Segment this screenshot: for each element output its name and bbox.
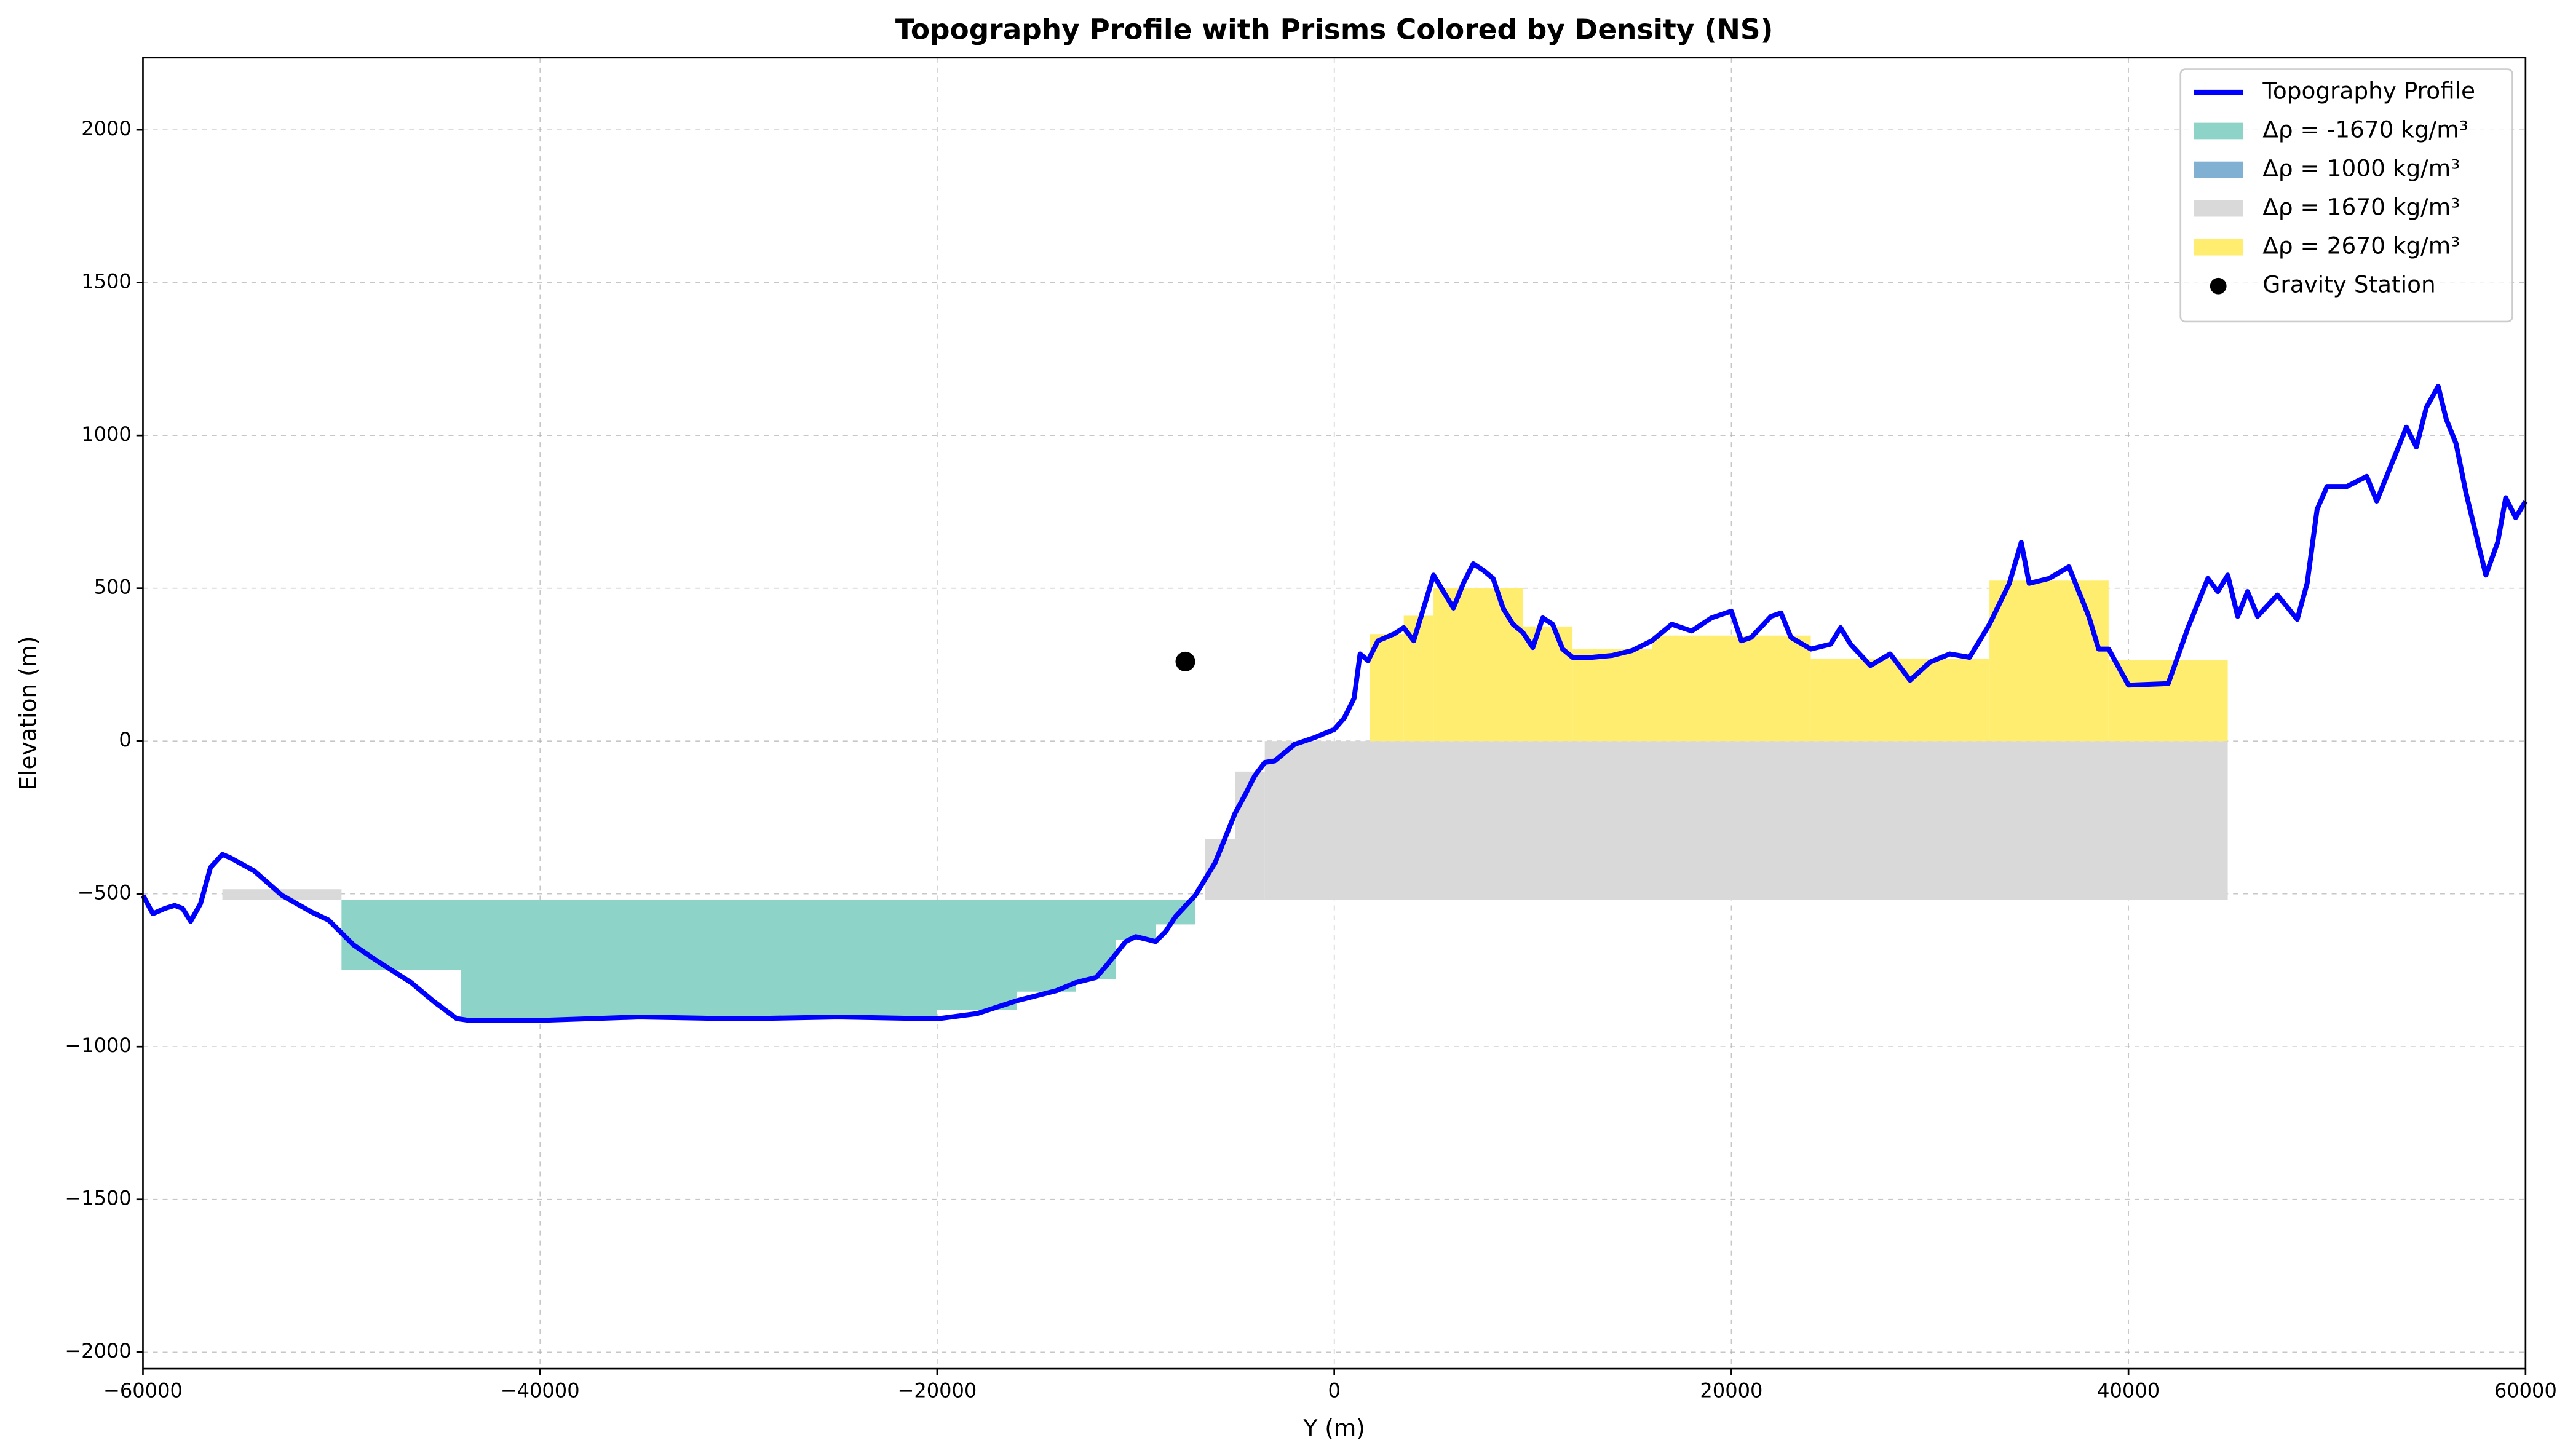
legend-label: Δρ = 2670 kg/m³ (2262, 232, 2460, 259)
y-tick-label: 1000 (81, 422, 132, 446)
x-tick-label: −20000 (898, 1379, 977, 1402)
y-axis-label: Elevation (m) (15, 636, 42, 790)
prism (1433, 588, 1523, 742)
topography-line (140, 384, 2528, 1023)
y-tick-label: 1500 (81, 270, 132, 293)
legend-patch (2194, 161, 2243, 178)
x-tick-label: 60000 (2494, 1379, 2557, 1402)
y-tick-label: −1000 (65, 1034, 131, 1057)
prism (1810, 658, 1990, 742)
prism (461, 900, 937, 1019)
legend-label: Topography Profile (2262, 77, 2475, 104)
legend-patch (2194, 122, 2243, 140)
legend-label: Δρ = -1670 kg/m³ (2262, 116, 2468, 143)
x-axis-label: Y (m) (1303, 1414, 1365, 1441)
prism (1235, 771, 1265, 900)
prism (1116, 900, 1156, 940)
x-tick-label: 20000 (1700, 1379, 1762, 1402)
y-tick-label: 0 (119, 728, 131, 751)
chart-title: Topography Profile with Prisms Colored b… (895, 14, 1773, 46)
y-tick-label: −1500 (65, 1187, 131, 1210)
x-tick-label: 40000 (2097, 1379, 2160, 1402)
prism (1076, 900, 1116, 979)
prism (1017, 900, 1076, 992)
prism (1264, 741, 2228, 900)
prism (1572, 649, 1652, 742)
legend-label: Δρ = 1670 kg/m³ (2262, 194, 2460, 221)
legend-box (2179, 68, 2513, 323)
legend-patch (2194, 200, 2243, 217)
prism (937, 900, 1017, 1010)
legend-patch (2194, 239, 2243, 256)
x-tick-label: −60000 (103, 1379, 183, 1402)
prism (341, 900, 461, 970)
prism (1652, 635, 1811, 742)
prism (1989, 580, 2109, 742)
legend-dot (2210, 277, 2227, 295)
x-tick-label: 0 (1328, 1379, 1340, 1402)
prism (1370, 634, 1404, 742)
legend-label: Δρ = 1000 kg/m³ (2262, 155, 2460, 182)
gravity-station (1175, 651, 1195, 671)
legend-label: Gravity Station (2262, 271, 2435, 298)
legend: Topography Profile Δρ = -1670 kg/m³ Δρ = 1… (2179, 68, 2513, 323)
y-tick-label: −500 (77, 881, 132, 904)
prism (2108, 660, 2228, 742)
y-tick-label: 500 (94, 576, 132, 599)
y-tick-label: −2000 (65, 1339, 131, 1363)
y-tick-label: 2000 (81, 117, 132, 140)
x-tick-label: −40000 (501, 1379, 580, 1402)
